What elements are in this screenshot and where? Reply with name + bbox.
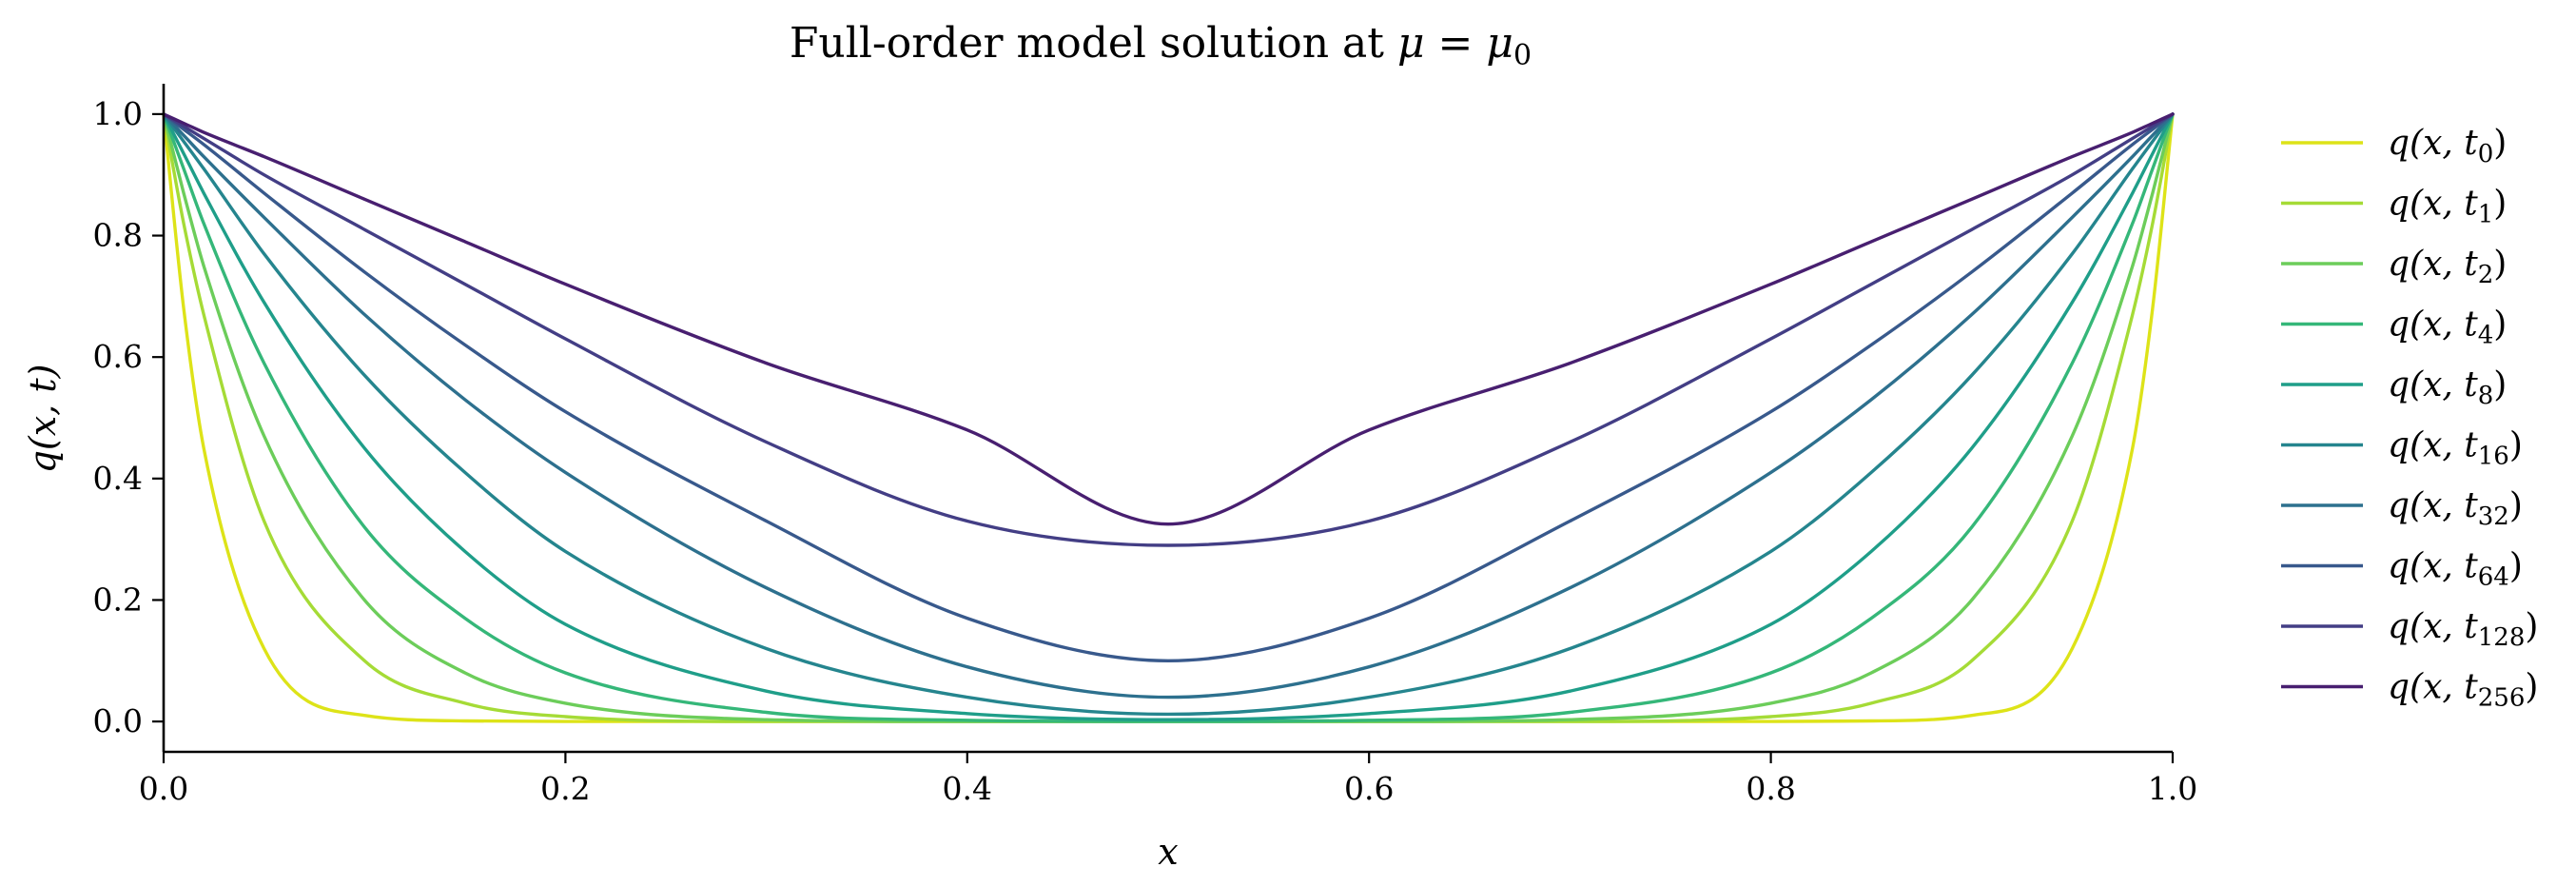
series-line-t128: [162, 112, 2175, 547]
series-line-t32: [162, 112, 2175, 700]
series-line-t0: [162, 112, 2175, 723]
axes: [162, 84, 2173, 754]
legend-label-t1: q(x, t1): [2388, 185, 2507, 229]
legend-label-t16: q(x, t16): [2388, 426, 2523, 471]
y-axis-label: q(x, t): [22, 365, 64, 474]
x-tick-label-3: 0.6: [1344, 770, 1394, 807]
legend-label-t8: q(x, t8): [2388, 365, 2507, 410]
plot-lines: [162, 112, 2175, 723]
x-axis-label: x: [1158, 831, 1178, 873]
chart-title-subscript: 0: [1513, 39, 1532, 72]
legend: q(x, t0) q(x, t1) q(x, t2) q(x, t4) q(x, t8)…: [2281, 124, 2538, 713]
y-tick-label-0: 0.0: [93, 702, 143, 739]
y-tick-label-3: 0.6: [93, 338, 143, 375]
chart-title-equals: =: [1425, 19, 1487, 68]
series-line-t2: [162, 112, 2175, 723]
chart-title-mu-zero: μ: [1486, 19, 1513, 68]
legend-label-t64: q(x, t64): [2388, 547, 2523, 592]
series-line-t1: [162, 112, 2175, 723]
legend-label-t0: q(x, t0): [2388, 124, 2507, 168]
series-line-t16: [162, 112, 2175, 717]
chart-title-mu: μ: [1397, 19, 1425, 68]
legend-label-t256: q(x, t256): [2388, 668, 2538, 713]
series-line-t256: [162, 112, 2175, 526]
ticks: 0.0 0.2 0.4 0.6 0.8 1.0 0.0 0.2 0.4 0.6 0.8 1.0: [93, 95, 2198, 807]
legend-label-t2: q(x, t2): [2388, 245, 2507, 289]
legend-label-t128: q(x, t128): [2388, 607, 2538, 652]
y-tick-label-4: 0.8: [93, 217, 143, 254]
y-tick-label-1: 0.2: [93, 581, 143, 618]
y-tick-label-2: 0.4: [93, 460, 143, 497]
series-line-t64: [162, 112, 2175, 662]
legend-label-t4: q(x, t4): [2388, 306, 2507, 350]
x-tick-label-2: 0.4: [943, 770, 992, 807]
x-tick-label-0: 0.0: [139, 770, 188, 807]
y-tick-label-5: 1.0: [93, 95, 143, 132]
legend-label-t32: q(x, t32): [2388, 486, 2523, 531]
x-tick-label-1: 0.2: [540, 770, 590, 807]
chart-title-text: Full-order model solution at: [790, 19, 1397, 68]
series-line-t4: [162, 112, 2175, 723]
series-line-t8: [162, 112, 2175, 721]
chart-title: Full-order model solution at μ = μ0: [790, 19, 1532, 72]
x-tick-label-4: 0.8: [1746, 770, 1795, 807]
x-tick-label-5: 1.0: [2148, 770, 2197, 807]
